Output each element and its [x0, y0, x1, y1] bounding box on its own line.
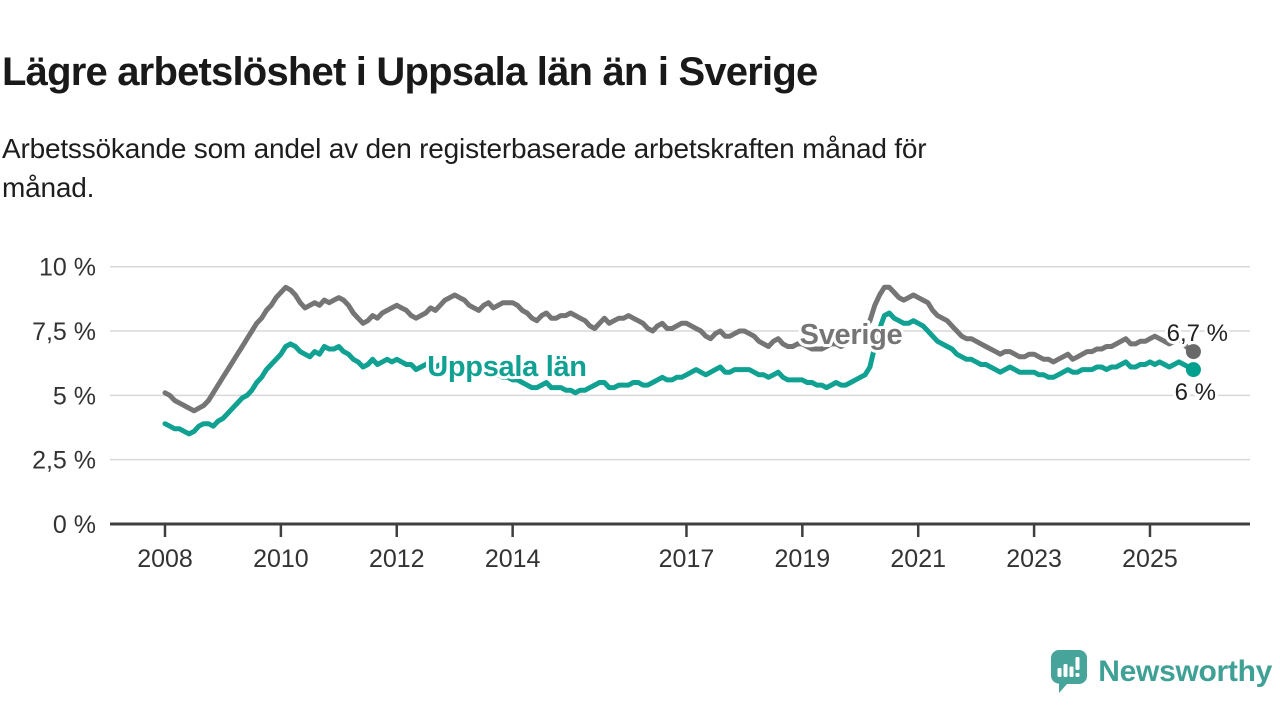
end-value-label-uppsala-lan: 6 %: [1175, 379, 1216, 406]
series-label-uppsala-lan: Uppsala län: [427, 351, 586, 383]
x-axis-tick-label: 2021: [890, 545, 946, 573]
x-axis-tick-label: 2023: [1006, 545, 1062, 573]
newsworthy-speech-bubble-bar-chart-icon: [1051, 650, 1088, 693]
chart-subtitle-line-2: månad.: [2, 172, 95, 204]
x-axis-tick-label: 2017: [659, 545, 715, 573]
x-axis-tick-label: 2008: [137, 545, 193, 573]
series-label-sverige: Sverige: [800, 319, 903, 351]
series-end-dot-sverige: [1185, 344, 1201, 360]
y-axis-tick-label: 7,5 %: [32, 318, 96, 346]
newsworthy-logo-text: Newsworthy: [1098, 655, 1272, 688]
chart-subtitle: Arbetssökande som andel av den registerb…: [2, 129, 1222, 207]
x-axis-tick-label: 2010: [253, 545, 309, 573]
chart-subtitle-line-1: Arbetssökande som andel av den registerb…: [2, 133, 927, 164]
y-axis-tick-label: 0 %: [53, 511, 96, 539]
y-axis-tick-label: 5 %: [53, 382, 96, 410]
series-line-sverige: [162, 284, 1196, 414]
x-axis-tick-label: 2025: [1122, 545, 1178, 573]
y-axis-tick-label: 10 %: [39, 254, 96, 282]
x-axis-tick-label: 2014: [485, 545, 541, 573]
page-title: Lägre arbetslöshet i Uppsala län än i Sv…: [2, 49, 818, 94]
newsworthy-logo[interactable]: Newsworthy: [1050, 648, 1272, 696]
series-line-uppsala-lan: [162, 310, 1196, 437]
y-axis-tick-label: 2,5 %: [32, 447, 96, 475]
end-value-label-sverige: 6,7 %: [1167, 320, 1228, 347]
series-end-dot-uppsala-lan: [1185, 362, 1201, 378]
x-axis-tick-label: 2012: [369, 545, 425, 573]
x-axis-tick-label: 2019: [775, 545, 831, 573]
